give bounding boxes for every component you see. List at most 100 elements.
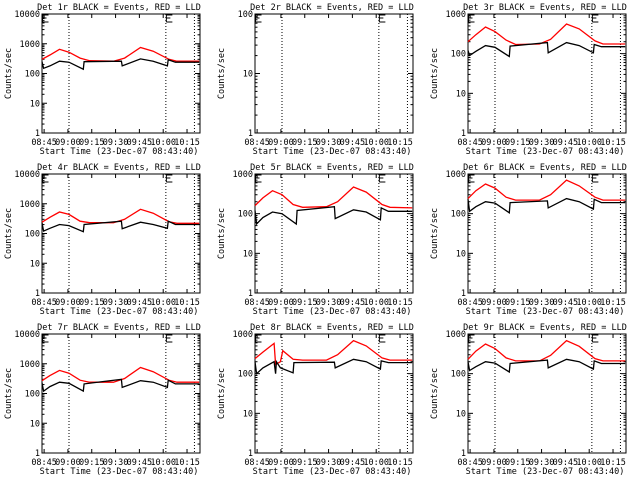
x-tick-label: 10:00	[576, 458, 602, 468]
x-tick-label: 09:45	[340, 138, 366, 148]
events-series-line	[254, 358, 413, 376]
x-tick-label: 08:45	[31, 298, 57, 308]
x-tick-label: 09:00	[55, 458, 81, 468]
x-tick-label: 08:45	[457, 458, 483, 468]
y-tick-label: 10000	[14, 330, 40, 340]
y-tick-label: 10	[456, 89, 466, 99]
y-tick-label: 1	[461, 129, 466, 139]
y-axis-label: Counts/sec	[217, 368, 227, 419]
attenuator-marker-icon	[591, 174, 599, 183]
x-tick-label: 09:30	[529, 458, 555, 468]
x-tick-label: 09:15	[79, 458, 105, 468]
y-tick-label: 10	[243, 409, 253, 419]
events-series-line	[467, 197, 626, 214]
plot-frame	[41, 333, 201, 454]
x-tick-label: 09:30	[103, 298, 129, 308]
y-tick-label: 100	[25, 70, 40, 80]
x-tick-label: 09:00	[268, 298, 294, 308]
lld-series-line	[254, 339, 413, 366]
y-tick-label: 100	[238, 10, 253, 20]
x-tick-label: 09:45	[553, 138, 579, 148]
panel-title: Det 7r BLACK = Events, RED = LLD	[37, 323, 201, 333]
y-tick-label: 10000	[14, 170, 40, 180]
detector-panel-7: Det 7r BLACK = Events, RED = LLD Counts/s…	[4, 323, 201, 477]
y-tick-label: 1000	[446, 170, 466, 180]
y-tick-label: 100	[451, 50, 466, 60]
x-tick-label: 09:00	[268, 138, 294, 148]
attenuator-marker-icon	[165, 174, 173, 183]
x-tick-label: 09:45	[127, 138, 153, 148]
x-tick-label: 09:45	[340, 458, 366, 468]
attenuator-marker-icon	[165, 334, 173, 343]
x-tick-label: 10:00	[150, 138, 176, 148]
x-tick-label: 10:15	[174, 298, 200, 308]
x-tick-label: 08:45	[457, 298, 483, 308]
x-tick-label: 09:15	[505, 138, 531, 148]
x-axis-label: Start Time (23-Dec-07 08:43:40)	[466, 147, 625, 157]
x-tick-label: 08:45	[244, 458, 270, 468]
y-tick-label: 1000	[446, 330, 466, 340]
x-tick-label: 08:45	[31, 458, 57, 468]
y-tick-label: 10	[30, 419, 40, 429]
y-axis-label: Counts/sec	[4, 368, 14, 419]
x-tick-label: 09:00	[481, 458, 507, 468]
detector-panel-9: Det 9r BLACK = Events, RED = LLD Counts/s…	[430, 323, 627, 477]
x-axis-label: Start Time (23-Dec-07 08:43:40)	[253, 307, 412, 317]
x-tick-label: 09:15	[505, 458, 531, 468]
x-tick-label: 08:45	[31, 138, 57, 148]
panel-title: Det 9r BLACK = Events, RED = LLD	[463, 323, 627, 333]
x-tick-label: 09:15	[292, 298, 318, 308]
events-series-line	[41, 220, 200, 233]
x-tick-label: 10:00	[576, 138, 602, 148]
x-tick-label: 08:45	[244, 298, 270, 308]
y-tick-label: 1000	[446, 10, 466, 20]
y-axis-label: Counts/sec	[4, 48, 14, 99]
y-tick-label: 1	[35, 129, 40, 139]
x-axis-label: Start Time (23-Dec-07 08:43:40)	[40, 147, 199, 157]
x-axis-label: Start Time (23-Dec-07 08:43:40)	[40, 307, 199, 317]
x-tick-label: 08:45	[244, 138, 270, 148]
events-series-line	[41, 378, 200, 393]
y-tick-label: 10	[243, 249, 253, 259]
x-tick-label: 10:00	[150, 458, 176, 468]
x-tick-label: 09:30	[316, 458, 342, 468]
detector-panel-8: Det 8r BLACK = Events, RED = LLD Counts/s…	[217, 323, 414, 477]
y-tick-label: 100	[25, 390, 40, 400]
x-axis-label: Start Time (23-Dec-07 08:43:40)	[253, 467, 412, 477]
x-tick-label: 10:15	[174, 458, 200, 468]
x-tick-label: 10:00	[363, 298, 389, 308]
panel-title: Det 4r BLACK = Events, RED = LLD	[37, 163, 201, 173]
y-tick-label: 100	[451, 370, 466, 380]
panel-title: Det 6r BLACK = Events, RED = LLD	[463, 163, 627, 173]
attenuator-marker-icon	[468, 174, 475, 183]
x-tick-label: 10:15	[387, 458, 413, 468]
plot-frame	[467, 13, 627, 134]
x-tick-label: 09:45	[340, 298, 366, 308]
detector-panel-4: Det 4r BLACK = Events, RED = LLD Counts/s…	[4, 163, 201, 317]
plot-frame	[467, 333, 627, 454]
x-tick-label: 10:00	[576, 298, 602, 308]
x-tick-label: 09:30	[103, 138, 129, 148]
attenuator-marker-icon	[42, 14, 49, 23]
plot-frame	[41, 173, 201, 294]
x-tick-label: 10:15	[174, 138, 200, 148]
x-tick-label: 10:15	[387, 298, 413, 308]
x-tick-label: 10:15	[600, 138, 626, 148]
x-tick-label: 10:15	[600, 298, 626, 308]
y-tick-label: 1000	[20, 200, 40, 210]
y-tick-label: 10	[30, 259, 40, 269]
detector-panel-3: Det 3r BLACK = Events, RED = LLD Counts/s…	[430, 3, 627, 157]
attenuator-marker-icon	[378, 14, 386, 23]
x-tick-label: 10:15	[387, 138, 413, 148]
x-tick-label: 09:15	[292, 458, 318, 468]
y-tick-label: 1	[248, 289, 253, 299]
attenuator-marker-icon	[591, 334, 599, 343]
plot-frame	[254, 13, 414, 134]
y-axis-label: Counts/sec	[217, 48, 227, 99]
plot-frame	[254, 333, 414, 454]
plot-frame	[254, 173, 414, 294]
x-tick-label: 09:45	[127, 458, 153, 468]
y-tick-label: 1	[35, 449, 40, 459]
panel-title: Det 1r BLACK = Events, RED = LLD	[37, 3, 201, 13]
y-axis-label: Counts/sec	[430, 368, 440, 419]
